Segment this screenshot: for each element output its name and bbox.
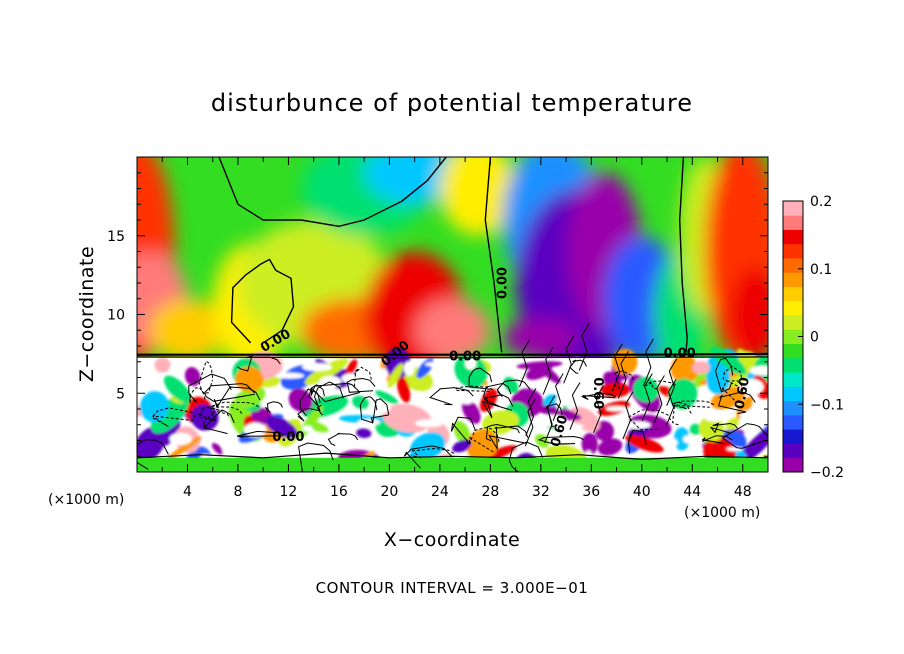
colorbar-swatch bbox=[783, 315, 803, 330]
colorbar-swatch bbox=[783, 372, 803, 387]
plot-area: 0.00 0.00 0.000.000.000.000.600.600.60 bbox=[137, 157, 768, 472]
contour-label: 0.00 bbox=[272, 430, 304, 445]
colorbar-swatch bbox=[783, 400, 803, 416]
x-tick-label: 40 bbox=[633, 484, 651, 500]
x-tick-label: 28 bbox=[481, 484, 499, 500]
x-tick-label: 24 bbox=[431, 484, 449, 500]
x-tick-label: 20 bbox=[380, 484, 398, 500]
x-tick-label: 36 bbox=[582, 484, 600, 500]
x-axis-label: X−coordinate bbox=[384, 529, 520, 551]
x-tick-label: 48 bbox=[734, 484, 752, 500]
x-tick-label: 32 bbox=[532, 484, 550, 500]
colorbar-swatch bbox=[783, 243, 803, 259]
x-axis-unit: (×1000 m) bbox=[684, 505, 760, 521]
colorbar-swatch bbox=[783, 386, 803, 402]
colorbar-swatch bbox=[783, 443, 803, 459]
colorbar-tick-label: −0.2 bbox=[810, 465, 844, 481]
contour-label: 0.60 bbox=[733, 376, 753, 410]
colorbar-tick-label: 0 bbox=[810, 330, 819, 346]
colorbar-swatch bbox=[783, 215, 803, 230]
x-tick-label: 4 bbox=[183, 484, 192, 500]
colorbar-swatch bbox=[783, 229, 803, 245]
colorbar-swatch bbox=[783, 286, 803, 302]
contour-lines bbox=[137, 157, 768, 472]
contour-interval-note: CONTOUR INTERVAL = 3.000E−01 bbox=[316, 579, 589, 597]
colorbar-swatch bbox=[783, 258, 803, 273]
colorbar-swatch bbox=[783, 457, 803, 473]
colorbar bbox=[783, 201, 803, 473]
colorbar-tick-label: 0.1 bbox=[810, 262, 832, 278]
colorbar-frame bbox=[782, 200, 804, 473]
x-tick-label: 12 bbox=[280, 484, 298, 500]
contour-label: 0.00 bbox=[664, 346, 696, 361]
chart-title: disturbunce of potential temperature bbox=[211, 89, 693, 117]
contour-label: 0.00 bbox=[495, 267, 510, 299]
x-tick-label: 16 bbox=[330, 484, 348, 500]
y-tick-label: 5 bbox=[116, 386, 125, 402]
y-tick-label: 15 bbox=[107, 229, 125, 245]
colorbar-swatch bbox=[783, 343, 803, 359]
x-tick-label: 8 bbox=[233, 484, 242, 500]
y-tick-label: 10 bbox=[107, 308, 125, 324]
colorbar-swatch bbox=[783, 429, 803, 444]
y-axis-label: Z−coordinate bbox=[76, 246, 98, 382]
y-axis-unit: (×1000 m) bbox=[48, 492, 124, 508]
colorbar-swatch bbox=[783, 300, 803, 316]
y-axis-ticks: 5 10 15 bbox=[107, 172, 768, 457]
contour-label: 0.00 bbox=[449, 350, 481, 365]
upper-layer-field bbox=[137, 157, 768, 378]
x-tick-label: 44 bbox=[683, 484, 701, 500]
colorbar-swatch bbox=[783, 357, 803, 373]
colorbar-swatch bbox=[783, 272, 803, 287]
contour-label: 0.60 bbox=[590, 377, 605, 409]
colorbar-swatch bbox=[783, 414, 803, 430]
colorbar-tick-label: −0.1 bbox=[810, 397, 844, 413]
colorbar-tick-label: 0.2 bbox=[810, 194, 832, 210]
x-axis-ticks: 4 8 12 16 20 24 28 32 36 40 44 48 bbox=[136, 157, 769, 500]
colorbar-ticks: 0.2 0.1 0 −0.1 −0.2 bbox=[798, 194, 844, 481]
colorbar-swatch bbox=[783, 329, 803, 345]
colorbar-swatch bbox=[783, 201, 803, 216]
